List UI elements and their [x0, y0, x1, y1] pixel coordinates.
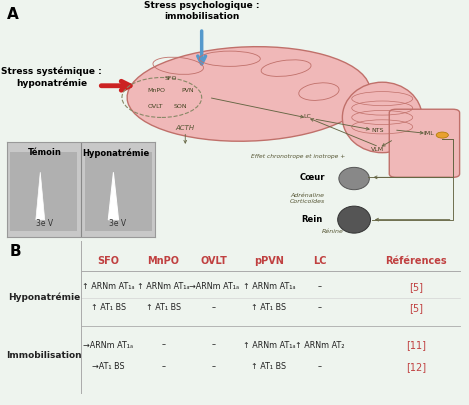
- Text: Hyponatrémie: Hyponatrémie: [8, 292, 80, 302]
- Text: →ARNm AT₁ₐ: →ARNm AT₁ₐ: [83, 341, 133, 350]
- Text: –: –: [318, 362, 322, 371]
- Text: ACTH: ACTH: [176, 125, 195, 131]
- Bar: [84, 152, 152, 231]
- Text: [11]: [11]: [406, 340, 426, 350]
- Text: Stress systémique :
hyponatrémie: Stress systémique : hyponatrémie: [1, 67, 102, 88]
- Text: MnPO: MnPO: [148, 88, 166, 93]
- Text: B: B: [9, 244, 21, 259]
- Text: 3e V: 3e V: [36, 220, 53, 228]
- Text: VLM: VLM: [371, 147, 384, 151]
- Polygon shape: [108, 172, 119, 220]
- Text: Effet chronotrope et inotrope +: Effet chronotrope et inotrope +: [251, 154, 345, 159]
- Text: MnPO: MnPO: [147, 256, 179, 266]
- Polygon shape: [36, 172, 45, 220]
- Text: –: –: [212, 341, 216, 350]
- Text: IML: IML: [424, 131, 434, 136]
- Text: pPVN: pPVN: [254, 256, 284, 266]
- Text: →ARNm AT₁ₐ: →ARNm AT₁ₐ: [189, 282, 239, 291]
- Ellipse shape: [127, 47, 370, 141]
- Text: OVLT: OVLT: [200, 256, 227, 266]
- Text: ↑ AT₁ BS: ↑ AT₁ BS: [251, 303, 287, 312]
- Text: SFO: SFO: [165, 76, 177, 81]
- Text: ↑ ARNm AT₂: ↑ ARNm AT₂: [295, 341, 344, 350]
- Text: A: A: [7, 7, 19, 22]
- Text: ↑ AT₁ BS: ↑ AT₁ BS: [146, 303, 181, 312]
- Text: Références: Références: [385, 256, 447, 266]
- Text: PVN: PVN: [182, 88, 194, 93]
- Text: [5]: [5]: [409, 282, 423, 292]
- Text: Stress psychologique :
immobilisation: Stress psychologique : immobilisation: [144, 1, 259, 21]
- Text: –: –: [161, 341, 165, 350]
- Text: Hyponatrémie: Hyponatrémie: [82, 148, 149, 158]
- Text: [12]: [12]: [406, 362, 426, 372]
- Text: ↑ ARNm AT₁ₐ: ↑ ARNm AT₁ₐ: [82, 282, 135, 291]
- Text: –: –: [212, 362, 216, 371]
- Circle shape: [436, 132, 448, 138]
- Text: –: –: [161, 362, 165, 371]
- Text: →AT₁ BS: →AT₁ BS: [92, 362, 124, 371]
- Text: [5]: [5]: [409, 303, 423, 313]
- Text: ↑ ARNm AT₁ₐ: ↑ ARNm AT₁ₐ: [137, 282, 189, 291]
- FancyBboxPatch shape: [389, 109, 460, 177]
- Text: –: –: [212, 303, 216, 312]
- Text: –: –: [318, 303, 322, 312]
- Text: SFO: SFO: [97, 256, 119, 266]
- Text: Rénine: Rénine: [322, 229, 344, 234]
- Text: –: –: [318, 282, 322, 291]
- Bar: [10, 152, 77, 231]
- Text: LC: LC: [303, 114, 311, 119]
- Text: OVLT: OVLT: [148, 104, 163, 109]
- Text: SON: SON: [174, 104, 188, 109]
- Ellipse shape: [339, 167, 369, 190]
- Text: 3e V: 3e V: [108, 220, 126, 228]
- Text: LC: LC: [313, 256, 326, 266]
- Text: ↑ ARNm AT₁ₐ: ↑ ARNm AT₁ₐ: [242, 341, 295, 350]
- Text: ↑ ARNm AT₁ₐ: ↑ ARNm AT₁ₐ: [242, 282, 295, 291]
- Text: ↑ AT₁ BS: ↑ AT₁ BS: [91, 303, 126, 312]
- Ellipse shape: [342, 82, 422, 153]
- Text: Immobilisation: Immobilisation: [6, 352, 82, 360]
- Text: Adrénaline
Corticoïdes: Adrénaline Corticoïdes: [289, 193, 325, 204]
- Text: NTS: NTS: [371, 128, 384, 133]
- Text: Témoin: Témoin: [28, 148, 61, 158]
- Text: ↑ AT₁ BS: ↑ AT₁ BS: [251, 362, 287, 371]
- Ellipse shape: [338, 206, 371, 233]
- Text: Cœur: Cœur: [299, 173, 325, 182]
- Text: Rein: Rein: [301, 215, 323, 224]
